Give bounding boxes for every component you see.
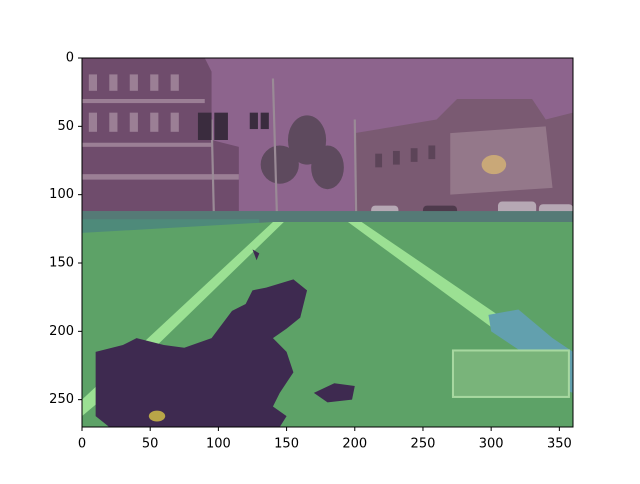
- y-tick-label: 250: [49, 392, 74, 407]
- x-tick-label: 300: [479, 437, 504, 452]
- x-tick-label: 100: [206, 437, 231, 452]
- x-tick-label: 200: [342, 437, 367, 452]
- y-tick-label: 0: [66, 51, 74, 66]
- x-tick-label: 350: [547, 437, 572, 452]
- x-tick-label: 150: [274, 437, 299, 452]
- y-tick-label: 200: [49, 324, 74, 339]
- axes-frame: [81, 57, 574, 428]
- segmentation-image: [82, 58, 573, 427]
- x-tick-label: 0: [78, 437, 86, 452]
- y-tick-label: 50: [57, 119, 74, 134]
- x-tick-label: 250: [411, 437, 436, 452]
- x-tick-label: 50: [142, 437, 159, 452]
- y-tick-label: 150: [49, 256, 74, 271]
- y-tick-label: 100: [49, 187, 74, 202]
